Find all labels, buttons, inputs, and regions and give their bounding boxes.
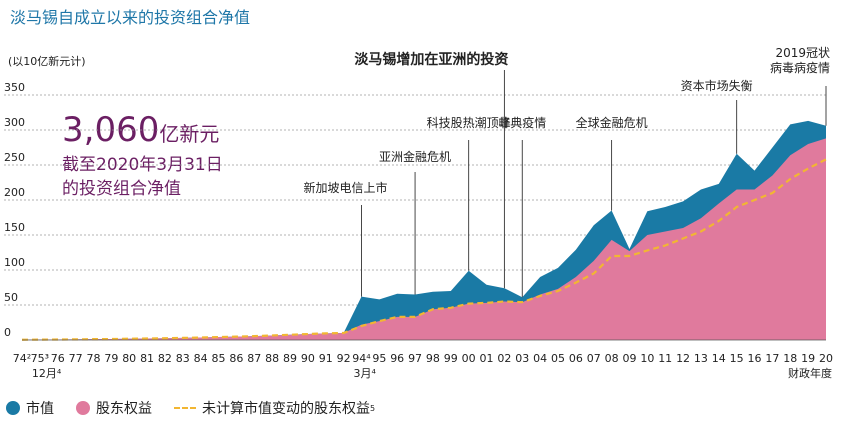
legend-label-equity-excl-mv: 未计算市值变动的股东权益	[202, 401, 370, 417]
annotation-label: 非典疫情	[498, 115, 546, 130]
x-tick-label: 79	[104, 352, 118, 365]
x-tick-label: 88	[265, 352, 279, 365]
y-tick-label: 250	[4, 151, 25, 164]
x-tick-label: 08	[605, 352, 619, 365]
y-tick-label: 0	[4, 326, 11, 339]
y-tick-label: 100	[4, 256, 25, 269]
x-tick-label: 11	[658, 352, 672, 365]
x-tick-label: 84	[194, 352, 208, 365]
annotation-label: 亚洲金融危机	[379, 149, 451, 164]
y-tick-label: 150	[4, 221, 25, 234]
y-axis-unit-label: (以10亿新元计)	[8, 55, 86, 68]
legend-item-equity-excl-mv: 未计算市值变动的股东权益 5	[174, 398, 375, 418]
x-sub-label: 12月⁴	[32, 367, 62, 380]
x-tick-label: 01	[480, 352, 494, 365]
legend-label-shareholder-equity: 股东权益	[96, 401, 152, 417]
x-tick-label: 87	[247, 352, 261, 365]
legend-swatch-equity-excl-mv	[174, 407, 196, 409]
highlight-unit: 亿新元	[159, 122, 220, 146]
annotation-label: 资本市场失衡	[681, 78, 753, 93]
y-tick-label: 50	[4, 291, 18, 304]
x-tick-label: 15	[730, 352, 744, 365]
x-tick-label: 16	[748, 352, 762, 365]
x-tick-label: 13	[694, 352, 708, 365]
annotation-label: 2019冠状	[775, 46, 830, 60]
legend-footnote: 5	[370, 403, 376, 413]
annotation-label: 淡马锡增加在亚洲的投资	[354, 51, 508, 68]
annotation-label: 新加坡电信上市	[303, 180, 387, 195]
x-tick-label: 03	[515, 352, 529, 365]
x-tick-label: 17	[765, 352, 779, 365]
legend-label-market-value: 市值	[26, 401, 54, 417]
x-tick-label: 74²	[13, 352, 31, 365]
legend-item-market-value: 市值	[6, 398, 54, 418]
x-tick-label: 89	[283, 352, 297, 365]
x-tick-label: 14	[712, 352, 726, 365]
y-tick-label: 200	[4, 186, 25, 199]
x-tick-label: 09	[622, 352, 636, 365]
x-tick-label: 04	[533, 352, 547, 365]
chart-title: 淡马锡自成立以来的投资组合净值	[10, 8, 251, 27]
series-area-shareholder-equity	[22, 138, 826, 340]
x-tick-label: 76	[51, 352, 65, 365]
x-tick-label: 78	[86, 352, 100, 365]
x-tick-label: 81	[140, 352, 154, 365]
x-tick-label: 99	[444, 352, 458, 365]
highlight-value: 3,060亿新元	[62, 110, 219, 150]
x-tick-label: 06	[569, 352, 583, 365]
x-tick-label: 75³	[31, 352, 49, 365]
legend-swatch-market-value	[6, 401, 20, 415]
x-tick-label: 94⁴	[352, 352, 371, 365]
x-tick-label: 98	[426, 352, 440, 365]
x-tick-label: 86	[229, 352, 243, 365]
x-tick-label: 00	[462, 352, 476, 365]
x-tick-label: 18	[783, 352, 797, 365]
highlight-number: 3,060	[62, 110, 160, 150]
highlight-date: 截至2020年3月31日	[62, 155, 223, 175]
series-line-equity-excl-mv	[21, 158, 827, 341]
x-tick-label: 95	[372, 352, 386, 365]
x-tick-label: 83	[176, 352, 190, 365]
x-tick-label: 97	[408, 352, 422, 365]
legend-swatch-shareholder-equity	[76, 401, 90, 415]
highlight-caption: 的投资组合净值	[62, 179, 181, 199]
x-tick-label: 12	[676, 352, 690, 365]
x-tick-label: 92	[337, 352, 351, 365]
x-tick-label: 80	[122, 352, 136, 365]
legend: 市值 股东权益 未计算市值变动的股东权益 5	[6, 398, 397, 418]
x-tick-label: 02	[497, 352, 511, 365]
x-tick-label: 05	[551, 352, 565, 365]
x-tick-label: 96	[390, 352, 404, 365]
x-axis-label: 财政年度	[788, 366, 832, 380]
x-tick-label: 07	[587, 352, 601, 365]
annotation-label-line2: 病毒病疫情	[770, 60, 830, 75]
x-tick-label: 10	[640, 352, 654, 365]
x-sub-label: 3月⁴	[353, 367, 376, 380]
legend-item-shareholder-equity: 股东权益	[76, 398, 152, 418]
x-tick-label: 19	[801, 352, 815, 365]
x-tick-label: 82	[158, 352, 172, 365]
x-tick-label: 91	[319, 352, 333, 365]
y-tick-label: 300	[4, 116, 25, 129]
x-tick-label: 85	[212, 352, 226, 365]
x-tick-label: 77	[69, 352, 83, 365]
annotation-label: 科技股热潮顶峰	[427, 115, 511, 130]
x-tick-label: 90	[301, 352, 315, 365]
y-tick-label: 350	[4, 81, 25, 94]
annotation-label: 全球金融危机	[576, 115, 648, 130]
x-tick-label: 20	[819, 352, 833, 365]
